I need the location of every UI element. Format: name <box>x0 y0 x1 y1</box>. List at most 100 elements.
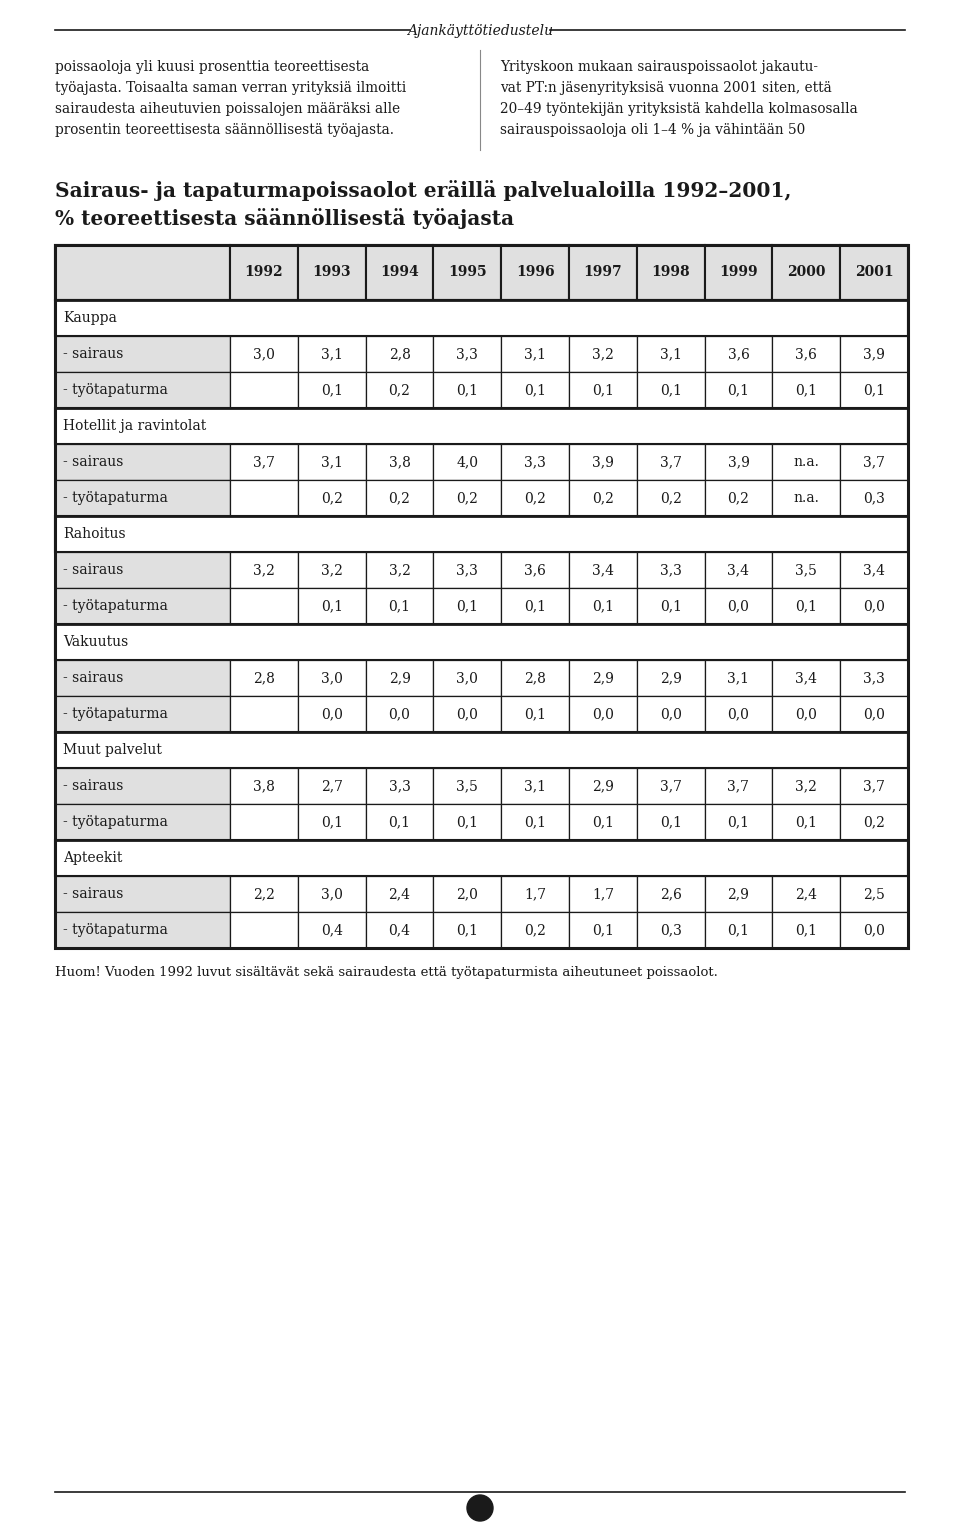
Bar <box>55 876 230 912</box>
Text: 0,0: 0,0 <box>660 707 682 721</box>
Bar <box>569 768 636 804</box>
Text: 0,0: 0,0 <box>728 599 750 613</box>
Text: - työtapaturma: - työtapaturma <box>63 707 168 721</box>
Text: 4: 4 <box>475 1502 485 1514</box>
Text: Kauppa: Kauppa <box>63 311 117 325</box>
Text: 0,1: 0,1 <box>524 383 546 397</box>
Text: 0,0: 0,0 <box>863 707 885 721</box>
Text: 2,5: 2,5 <box>863 887 885 901</box>
Bar <box>636 768 705 804</box>
Text: 3,2: 3,2 <box>592 346 613 360</box>
Text: 3,7: 3,7 <box>863 454 885 470</box>
Bar <box>55 661 230 696</box>
Text: 0,2: 0,2 <box>389 491 411 505</box>
Text: 0,0: 0,0 <box>863 599 885 613</box>
Text: 0,3: 0,3 <box>660 922 682 936</box>
Bar <box>840 696 908 732</box>
Text: 2,4: 2,4 <box>389 887 411 901</box>
Text: 3,2: 3,2 <box>253 564 275 578</box>
Text: 0,1: 0,1 <box>592 815 613 829</box>
Bar <box>366 696 433 732</box>
Text: 0,2: 0,2 <box>728 491 750 505</box>
Bar <box>366 588 433 624</box>
Text: 0,1: 0,1 <box>660 815 682 829</box>
Bar <box>55 516 908 551</box>
Text: 0,1: 0,1 <box>592 383 613 397</box>
Text: 3,9: 3,9 <box>592 454 613 470</box>
Text: 0,1: 0,1 <box>321 815 343 829</box>
Bar <box>298 876 366 912</box>
Bar <box>55 768 230 804</box>
Bar <box>230 245 298 300</box>
Text: Rahoitus: Rahoitus <box>63 527 126 541</box>
Bar <box>501 876 569 912</box>
Bar <box>230 876 298 912</box>
Text: - sairaus: - sairaus <box>63 346 124 360</box>
Bar <box>636 551 705 588</box>
Bar <box>636 661 705 696</box>
Text: Apteekit: Apteekit <box>63 852 122 865</box>
Bar <box>501 588 569 624</box>
Text: 0,3: 0,3 <box>863 491 885 505</box>
Bar <box>569 336 636 373</box>
Bar <box>55 245 908 949</box>
Bar <box>298 245 366 300</box>
Bar <box>773 876 840 912</box>
Bar <box>773 696 840 732</box>
Text: 2,8: 2,8 <box>389 346 411 360</box>
Bar <box>433 245 501 300</box>
Bar <box>501 696 569 732</box>
Text: 2,9: 2,9 <box>389 671 411 685</box>
Bar <box>501 661 569 696</box>
Bar <box>55 408 908 444</box>
Text: 0,1: 0,1 <box>795 383 817 397</box>
Bar <box>705 373 773 408</box>
Text: 3,6: 3,6 <box>796 346 817 360</box>
Text: 0,2: 0,2 <box>389 383 411 397</box>
Text: 3,1: 3,1 <box>321 454 343 470</box>
Bar <box>773 912 840 949</box>
Bar <box>569 696 636 732</box>
Text: 0,2: 0,2 <box>321 491 343 505</box>
Text: 0,1: 0,1 <box>795 599 817 613</box>
Text: 3,3: 3,3 <box>456 346 478 360</box>
Bar <box>366 444 433 480</box>
Text: sairaudesta aiheutuvien poissalojen määräksi alle: sairaudesta aiheutuvien poissalojen määr… <box>55 102 400 115</box>
Text: 3,4: 3,4 <box>728 564 750 578</box>
Bar <box>55 444 230 480</box>
Text: 0,0: 0,0 <box>321 707 343 721</box>
Bar <box>230 588 298 624</box>
Text: 3,7: 3,7 <box>660 454 682 470</box>
Text: vat PT:n jäsenyrityksisä vuonna 2001 siten, että: vat PT:n jäsenyrityksisä vuonna 2001 sit… <box>500 82 831 95</box>
Text: 2,4: 2,4 <box>795 887 817 901</box>
Text: 3,3: 3,3 <box>389 779 411 793</box>
Bar <box>636 804 705 839</box>
Bar <box>366 768 433 804</box>
Text: 3,7: 3,7 <box>863 779 885 793</box>
Text: 2,0: 2,0 <box>456 887 478 901</box>
Text: Huom! Vuoden 1992 luvut sisältävät sekä sairaudesta että työtapaturmista aiheutu: Huom! Vuoden 1992 luvut sisältävät sekä … <box>55 966 718 979</box>
Bar <box>55 732 908 768</box>
Bar <box>840 336 908 373</box>
Text: 3,6: 3,6 <box>728 346 750 360</box>
Bar <box>55 480 230 516</box>
Text: 3,3: 3,3 <box>456 564 478 578</box>
Bar <box>636 480 705 516</box>
Text: - sairaus: - sairaus <box>63 779 124 793</box>
Text: 0,1: 0,1 <box>660 599 682 613</box>
Text: - sairaus: - sairaus <box>63 887 124 901</box>
Bar <box>298 912 366 949</box>
Text: 0,1: 0,1 <box>728 383 750 397</box>
Text: 0,1: 0,1 <box>321 383 343 397</box>
Text: 1999: 1999 <box>719 265 757 279</box>
Text: 0,0: 0,0 <box>389 707 411 721</box>
Bar <box>366 336 433 373</box>
Bar <box>366 804 433 839</box>
Text: 1994: 1994 <box>380 265 419 279</box>
Bar <box>366 480 433 516</box>
Text: - sairaus: - sairaus <box>63 564 124 578</box>
Bar <box>636 444 705 480</box>
Text: 3,7: 3,7 <box>660 779 682 793</box>
Text: 0,1: 0,1 <box>592 922 613 936</box>
Text: 2,6: 2,6 <box>660 887 682 901</box>
